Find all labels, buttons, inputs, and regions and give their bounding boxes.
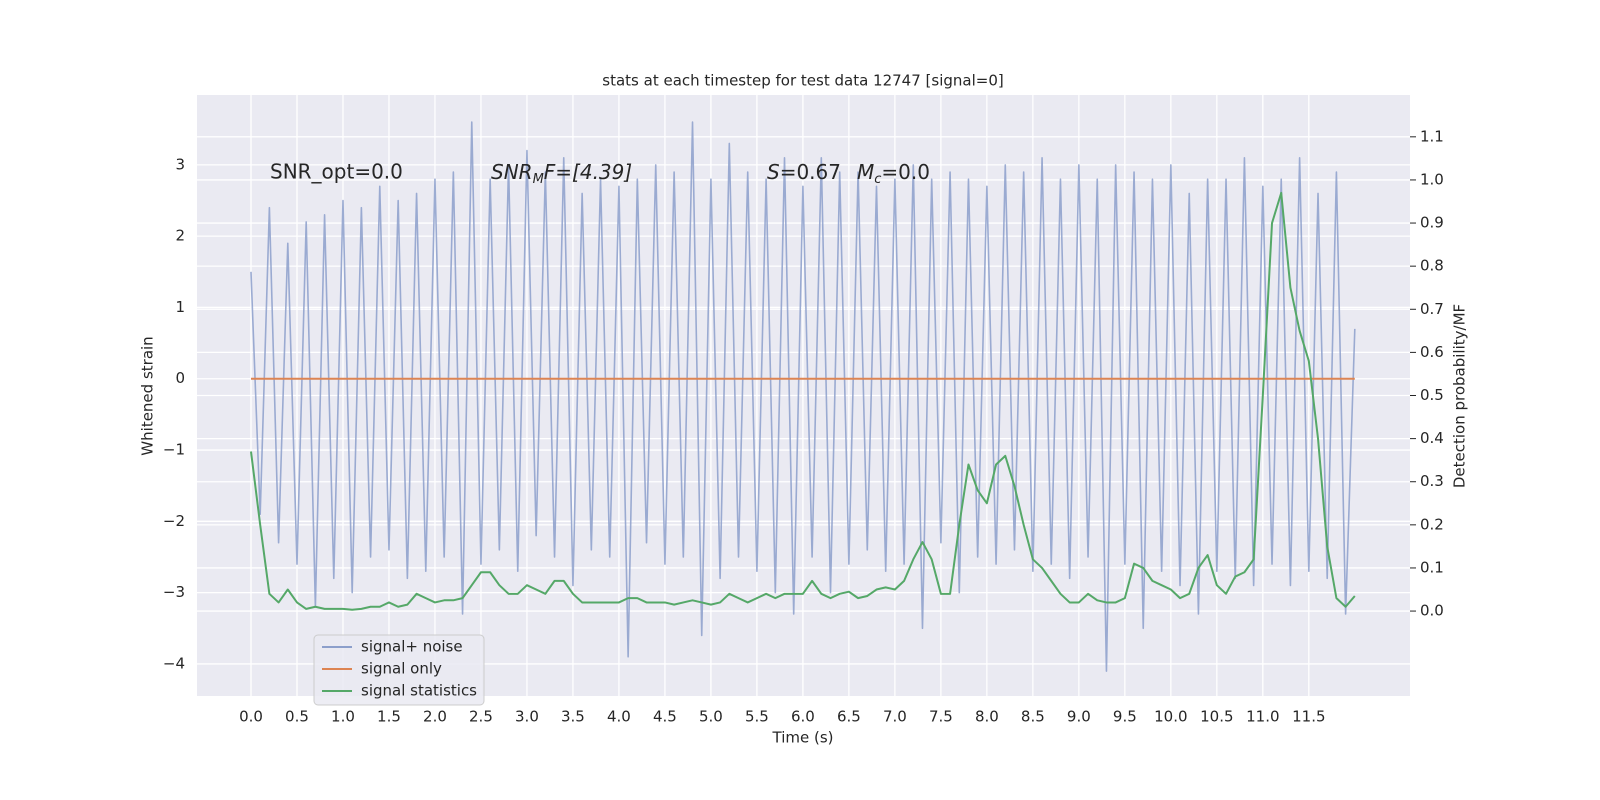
- y2-tick-label: 1.0: [1420, 170, 1444, 188]
- x-tick-label: 11.0: [1246, 708, 1279, 726]
- y2-tick-label: 0.2: [1420, 515, 1444, 533]
- annotation: SNR_opt=0.0: [270, 160, 403, 184]
- x-tick-label: 9.0: [1067, 708, 1091, 726]
- y-tick-label: −4: [163, 654, 185, 672]
- x-tick-label: 10.5: [1200, 708, 1233, 726]
- x-tick-label: 3.0: [515, 708, 539, 726]
- ticks: 0.0 0.5 1.0 1.5 2.0 2.5 3.0 3.5 4.0 4.5 5.0 5.5 6.0 6…: [163, 127, 1444, 725]
- y-tick-label: 1: [175, 298, 185, 316]
- x-axis-label: Time (s): [772, 729, 834, 747]
- annotation-part: SNR: [491, 160, 533, 184]
- annotation-part: M: [533, 172, 544, 187]
- annotation-part: F=[4.39]: [544, 160, 632, 184]
- y-tick-label: 3: [175, 155, 185, 173]
- y-tick-label: −1: [163, 441, 185, 459]
- chart-title: stats at each timestep for test data 127…: [602, 72, 1003, 90]
- series-line: [249, 191, 1356, 611]
- x-tick-label: 6.0: [791, 708, 815, 726]
- x-tick-label: 5.5: [745, 708, 769, 726]
- x-tick-label: 9.5: [1113, 708, 1137, 726]
- x-tick-label: 4.0: [607, 708, 631, 726]
- legend: signal+ noise signal only signal statistic…: [313, 634, 485, 706]
- y-tick-label: −2: [163, 512, 185, 530]
- x-tick-label: 6.5: [837, 708, 861, 726]
- y2-axis-label: Detection probability/MF: [1451, 304, 1469, 488]
- x-tick-label: 7.0: [883, 708, 907, 726]
- y2-tick-label: 0.7: [1420, 300, 1444, 318]
- x-tick-label: 11.5: [1292, 708, 1325, 726]
- y2-tick-label: 0.1: [1420, 558, 1444, 576]
- marks: [249, 121, 1356, 672]
- annotation: S=0.67 Mc=0.0: [767, 160, 930, 187]
- y2-tick-label: 1.1: [1420, 127, 1444, 145]
- legend-label: signal+ noise: [361, 638, 463, 656]
- x-tick-label: 2.0: [423, 708, 447, 726]
- x-tick-label: 8.5: [1021, 708, 1045, 726]
- x-tick-label: 8.0: [975, 708, 999, 726]
- legend-label: signal statistics: [361, 682, 477, 700]
- y2-tick-label: 0.6: [1420, 343, 1444, 361]
- y2-tick-label: 0.3: [1420, 472, 1444, 490]
- y2-tick-label: 0.0: [1420, 602, 1444, 620]
- y-tick-label: 0: [175, 369, 185, 387]
- x-tick-label: 10.0: [1154, 708, 1187, 726]
- y-tick-label: 2: [175, 227, 185, 245]
- x-tick-label: 4.5: [653, 708, 677, 726]
- y-tick-label: −3: [163, 583, 185, 601]
- x-tick-label: 5.0: [699, 708, 723, 726]
- y-axis-label: Whitened strain: [139, 336, 157, 455]
- y2-tick-label: 0.8: [1420, 257, 1444, 275]
- annotation-part: =0.67: [780, 160, 841, 184]
- annotation-part: S: [767, 160, 780, 184]
- x-tick-label: 1.0: [331, 708, 355, 726]
- x-tick-label: 3.5: [561, 708, 585, 726]
- legend-label: signal only: [361, 660, 442, 678]
- annotation: SNRMF=[4.39]: [491, 160, 632, 187]
- annotation-part: c: [874, 172, 881, 187]
- x-tick-label: 2.5: [469, 708, 493, 726]
- series-line: [250, 121, 1356, 672]
- x-tick-label: 0.0: [239, 708, 263, 726]
- x-tick-label: 7.5: [929, 708, 953, 726]
- annotation-part: =0.0: [881, 160, 930, 184]
- x-tick-label: 1.5: [377, 708, 401, 726]
- y2-tick-label: 0.4: [1420, 429, 1444, 447]
- x-tick-label: 0.5: [285, 708, 309, 726]
- y2-tick-label: 0.5: [1420, 386, 1444, 404]
- legend-box: [313, 634, 485, 706]
- annotation-part: M: [857, 160, 874, 184]
- y2-tick-label: 0.9: [1420, 214, 1444, 232]
